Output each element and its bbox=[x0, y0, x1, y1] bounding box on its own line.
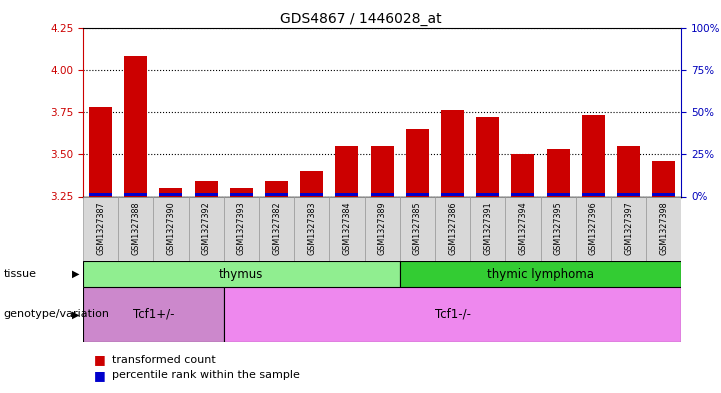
Bar bbox=[230, 193, 253, 196]
Bar bbox=[653, 161, 675, 196]
Bar bbox=[335, 193, 358, 196]
Bar bbox=[541, 196, 576, 287]
Bar bbox=[154, 196, 188, 287]
Text: genotype/variation: genotype/variation bbox=[4, 309, 110, 320]
Bar bbox=[224, 287, 681, 342]
Bar bbox=[265, 193, 288, 196]
Bar bbox=[300, 193, 323, 196]
Bar bbox=[89, 193, 112, 196]
Bar bbox=[611, 196, 646, 287]
Text: GSM1327383: GSM1327383 bbox=[307, 201, 317, 255]
Text: GDS4867 / 1446028_at: GDS4867 / 1446028_at bbox=[280, 12, 441, 26]
Bar bbox=[329, 196, 365, 287]
Text: thymus: thymus bbox=[219, 268, 263, 281]
Text: GSM1327388: GSM1327388 bbox=[131, 201, 140, 255]
Text: Tcf1-/-: Tcf1-/- bbox=[435, 308, 471, 321]
Bar bbox=[406, 129, 429, 196]
Bar bbox=[399, 196, 435, 287]
Bar bbox=[646, 196, 681, 287]
Bar bbox=[547, 193, 570, 196]
Bar bbox=[259, 196, 294, 287]
Bar bbox=[617, 146, 640, 196]
Bar bbox=[617, 193, 640, 196]
Bar bbox=[230, 188, 253, 196]
Text: Tcf1+/-: Tcf1+/- bbox=[133, 308, 174, 321]
Text: percentile rank within the sample: percentile rank within the sample bbox=[112, 370, 300, 380]
Bar bbox=[159, 193, 182, 196]
Text: GSM1327398: GSM1327398 bbox=[659, 201, 668, 255]
Text: GSM1327384: GSM1327384 bbox=[342, 201, 351, 255]
Text: GSM1327392: GSM1327392 bbox=[202, 201, 211, 255]
Bar bbox=[441, 110, 464, 196]
Text: GSM1327394: GSM1327394 bbox=[518, 201, 528, 255]
Bar bbox=[371, 193, 394, 196]
Bar bbox=[83, 196, 118, 287]
Bar bbox=[511, 193, 534, 196]
Text: tissue: tissue bbox=[4, 269, 37, 279]
Bar bbox=[188, 196, 224, 287]
Text: GSM1327389: GSM1327389 bbox=[378, 201, 386, 255]
Text: GSM1327382: GSM1327382 bbox=[272, 201, 281, 255]
Bar bbox=[477, 193, 499, 196]
Bar bbox=[224, 196, 259, 287]
Bar bbox=[118, 196, 154, 287]
Bar bbox=[335, 146, 358, 196]
Text: ■: ■ bbox=[94, 369, 105, 382]
Bar bbox=[511, 154, 534, 196]
Bar bbox=[470, 196, 505, 287]
Text: GSM1327387: GSM1327387 bbox=[96, 201, 105, 255]
Text: ■: ■ bbox=[94, 353, 105, 366]
Text: GSM1327393: GSM1327393 bbox=[236, 201, 246, 255]
Text: transformed count: transformed count bbox=[112, 354, 216, 365]
Bar bbox=[371, 146, 394, 196]
Bar bbox=[300, 171, 323, 196]
Text: GSM1327386: GSM1327386 bbox=[448, 201, 457, 255]
Bar bbox=[265, 181, 288, 196]
Bar bbox=[365, 196, 399, 287]
Bar bbox=[582, 116, 605, 196]
Bar bbox=[83, 261, 399, 287]
Bar bbox=[83, 287, 224, 342]
Text: ▶: ▶ bbox=[72, 269, 79, 279]
Bar bbox=[124, 56, 147, 196]
Bar bbox=[124, 193, 147, 196]
Bar bbox=[399, 261, 681, 287]
Bar bbox=[159, 188, 182, 196]
Bar bbox=[441, 193, 464, 196]
Bar bbox=[576, 196, 611, 287]
Bar bbox=[406, 193, 429, 196]
Text: GSM1327390: GSM1327390 bbox=[167, 201, 175, 255]
Text: GSM1327395: GSM1327395 bbox=[554, 201, 562, 255]
Bar bbox=[195, 193, 218, 196]
Bar bbox=[195, 181, 218, 196]
Text: GSM1327396: GSM1327396 bbox=[589, 201, 598, 255]
Text: GSM1327397: GSM1327397 bbox=[624, 201, 633, 255]
Text: GSM1327385: GSM1327385 bbox=[413, 201, 422, 255]
Bar bbox=[477, 117, 499, 196]
Bar bbox=[582, 193, 605, 196]
Bar bbox=[294, 196, 329, 287]
Bar bbox=[653, 193, 675, 196]
Bar bbox=[435, 196, 470, 287]
Text: thymic lymphoma: thymic lymphoma bbox=[487, 268, 594, 281]
Bar bbox=[89, 107, 112, 196]
Text: ▶: ▶ bbox=[72, 309, 79, 320]
Bar bbox=[505, 196, 541, 287]
Text: GSM1327391: GSM1327391 bbox=[483, 201, 492, 255]
Bar bbox=[547, 149, 570, 196]
